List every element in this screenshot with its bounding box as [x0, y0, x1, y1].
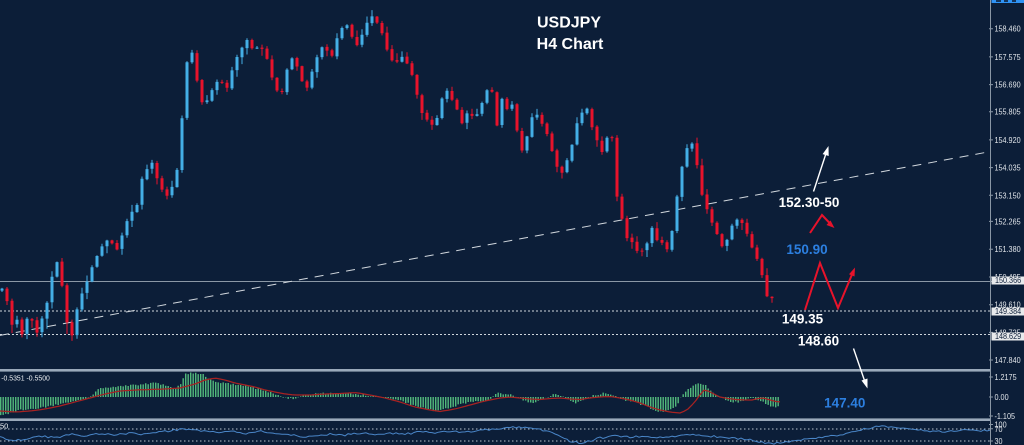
svg-text:30: 30 — [995, 436, 1003, 445]
svg-text:0.00: 0.00 — [995, 392, 1009, 402]
svg-text:149.384: 149.384 — [995, 306, 1021, 316]
svg-text:50: 50 — [0, 422, 8, 431]
svg-text:157.575: 157.575 — [995, 52, 1021, 62]
svg-text:154.920: 154.920 — [995, 135, 1021, 145]
svg-text:148.629: 148.629 — [995, 331, 1021, 341]
svg-text:-1.105: -1.105 — [995, 411, 1016, 421]
svg-text:150.90: 150.90 — [786, 242, 827, 257]
svg-text:147.40: 147.40 — [824, 396, 865, 411]
svg-text:155.805: 155.805 — [995, 107, 1021, 117]
svg-text:H4 Chart: H4 Chart — [537, 36, 604, 53]
svg-text:USDJPY: USDJPY — [537, 15, 601, 32]
svg-text:152.265: 152.265 — [995, 216, 1021, 226]
svg-text:148.60: 148.60 — [798, 334, 839, 349]
svg-text:156.690: 156.690 — [995, 80, 1021, 90]
svg-text:150.366: 150.366 — [995, 275, 1021, 285]
svg-text:153.150: 153.150 — [995, 190, 1021, 200]
svg-text:) -0.5351 -0.5500: ) -0.5351 -0.5500 — [0, 373, 50, 382]
svg-text:70: 70 — [995, 424, 1003, 434]
svg-text:100: 100 — [995, 420, 1007, 430]
svg-text:154.035: 154.035 — [995, 163, 1021, 173]
svg-text:148.725: 148.725 — [995, 327, 1021, 337]
svg-text:149.610: 149.610 — [995, 300, 1021, 310]
svg-text:1.2175: 1.2175 — [995, 372, 1017, 382]
svg-text:149.35: 149.35 — [782, 312, 824, 327]
svg-text:147.840: 147.840 — [995, 355, 1021, 365]
svg-text:152.30-50: 152.30-50 — [779, 195, 840, 210]
svg-text:158.460: 158.460 — [995, 24, 1021, 34]
svg-text:151.380: 151.380 — [995, 244, 1021, 254]
